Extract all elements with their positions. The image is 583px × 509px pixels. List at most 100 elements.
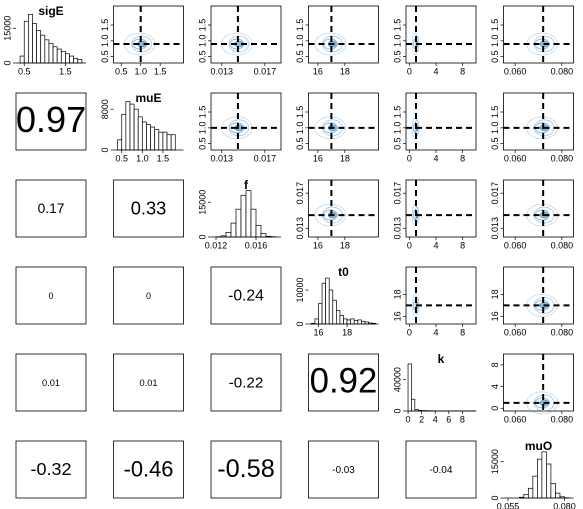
panel-frame	[210, 266, 282, 325]
histogram-bar	[325, 277, 330, 325]
x-tick-label: 0	[407, 66, 412, 76]
y-tick-label: 4	[490, 384, 500, 389]
correlation: 0.92	[310, 363, 378, 401]
y-tick-label: 15000	[490, 449, 500, 474]
panel-frame	[405, 440, 477, 499]
y-tick-label: 1.0	[197, 122, 207, 135]
y-tick-label: 0.5	[295, 137, 305, 150]
histogram-bar	[240, 194, 247, 238]
x-tick-label: 4	[433, 66, 438, 76]
x-tick-label: 4	[433, 240, 438, 250]
y-tick-label: 0.017	[295, 182, 305, 205]
y-tick-label: 1.5	[490, 106, 500, 119]
histogram-bar	[65, 53, 70, 64]
x-tick-label: 0.080	[551, 327, 574, 337]
y-tick-label: 1.0	[490, 122, 500, 135]
histogram-bar	[117, 139, 123, 151]
histogram-bar	[44, 39, 50, 64]
histogram-bar	[154, 129, 160, 151]
histogram-bar	[541, 451, 547, 499]
variable-name: muO	[525, 439, 552, 453]
y-tick-label: 1.0	[392, 122, 402, 135]
panel-frame	[15, 266, 87, 325]
panel-frame	[113, 266, 184, 325]
histogram-bar	[555, 492, 561, 499]
histogram-bar	[357, 319, 362, 325]
x-tick-label: 0.060	[504, 153, 527, 163]
histogram-bar	[40, 34, 46, 64]
x-tick-label: 0.013	[211, 153, 234, 163]
histogram-bar	[346, 319, 351, 325]
x-tick-label: 0.5	[115, 66, 128, 76]
x-tick-label: 1.5	[157, 153, 170, 163]
panel-frame	[15, 92, 87, 151]
y-tick-label: 0.017	[392, 182, 402, 205]
x-tick-label: 2	[419, 414, 424, 424]
y-tick-label: 0.013	[392, 217, 402, 240]
y-tick-label: 0.013	[490, 217, 500, 240]
x-tick-label: 0.5	[115, 153, 128, 163]
histogram-bar	[141, 121, 147, 151]
x-tick-label: 0.055	[497, 501, 520, 509]
histogram-bar	[77, 59, 83, 64]
x-tick-label: 0.017	[254, 66, 277, 76]
histogram-bar	[260, 233, 267, 238]
histogram-bar	[69, 55, 74, 64]
y-tick-label: 0	[392, 408, 402, 413]
histogram-bar	[353, 320, 359, 325]
histogram-bar	[361, 320, 366, 325]
correlation: 0.01	[42, 378, 60, 388]
x-tick-label: 8	[460, 240, 465, 250]
histogram-bar	[56, 48, 62, 64]
correlation: 0.97	[16, 99, 86, 140]
histogram-bar	[328, 289, 334, 325]
y-tick-label: 1.5	[392, 19, 402, 32]
variable-name: f	[244, 178, 249, 192]
panel-frame	[210, 92, 282, 151]
histogram-bar	[52, 46, 58, 64]
panel-frame	[210, 440, 282, 499]
panel-frame	[308, 5, 379, 64]
x-tick-label: 0.5	[18, 66, 31, 76]
x-tick-label: 1.0	[134, 66, 147, 76]
correlation: -0.04	[429, 465, 452, 476]
histogram-bar	[19, 55, 25, 64]
x-tick-label: 4	[433, 153, 438, 163]
histogram-bar	[523, 494, 529, 499]
x-tick-label: 0.080	[551, 240, 574, 250]
histogram-bar	[60, 51, 66, 64]
y-tick-label: 1.0	[100, 35, 110, 48]
y-tick-label: 1.5	[100, 19, 110, 32]
y-tick-label: 1.5	[392, 106, 402, 119]
histogram-bar	[407, 363, 412, 412]
histogram-bar	[537, 458, 543, 499]
panel-frame	[308, 179, 379, 238]
histogram-bar	[235, 208, 242, 238]
correlation: -0.58	[217, 455, 275, 483]
x-tick-label: 0.060	[504, 240, 527, 250]
x-tick-label: 0.080	[551, 66, 574, 76]
y-tick-label: 0.5	[197, 50, 207, 63]
correlation: 0	[146, 291, 151, 301]
x-tick-label: 16	[313, 66, 323, 76]
x-tick-label: 0	[407, 327, 412, 337]
panel-frame	[210, 5, 282, 64]
x-tick-label: 0.060	[504, 414, 527, 424]
histogram-bar	[230, 222, 237, 238]
correlation: -0.03	[332, 465, 355, 476]
y-tick-label: 1.5	[197, 19, 207, 32]
histogram-bar	[550, 483, 556, 499]
y-tick-label: 0.5	[197, 137, 207, 150]
y-tick-label: 40000	[392, 367, 402, 392]
y-tick-label: 1.0	[295, 35, 305, 48]
y-tick-label: 1.0	[197, 35, 207, 48]
x-tick-label: 1.0	[136, 153, 149, 163]
histogram-bar	[146, 124, 151, 151]
panel-frame	[308, 353, 379, 412]
variable-name: k	[438, 352, 445, 366]
histogram-bar	[162, 131, 168, 151]
y-tick-label: 18	[392, 289, 402, 299]
y-tick-label: 0.5	[490, 50, 500, 63]
histogram-bar	[350, 318, 355, 325]
